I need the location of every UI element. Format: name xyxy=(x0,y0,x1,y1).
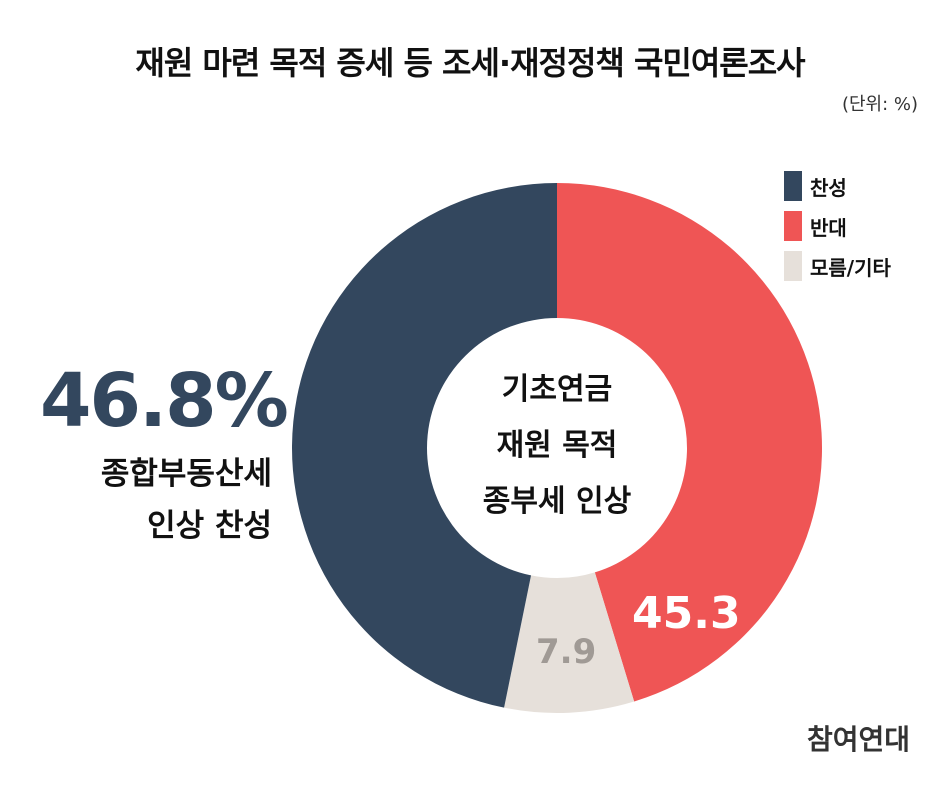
legend-label: 모름/기타 xyxy=(810,255,891,280)
legend-swatch xyxy=(784,251,802,281)
center-text: 기초연금 재원 목적 종부세 인상 xyxy=(437,362,677,530)
legend-item: 모름/기타 xyxy=(784,246,891,286)
data-label-oppose: 45.3 xyxy=(632,588,741,639)
legend: 찬성 반대 모름/기타 xyxy=(784,166,891,286)
legend-swatch xyxy=(784,211,802,241)
legend-label: 찬성 xyxy=(810,175,847,200)
logo: 참여연대 xyxy=(806,723,910,756)
donut-slice xyxy=(557,183,822,702)
chart-title: 재원 마련 목적 증세 등 조세·재정정책 국민여론조사 xyxy=(135,44,805,82)
legend-label: 반대 xyxy=(810,215,847,240)
center-line: 재원 목적 xyxy=(496,428,618,463)
highlight-desc-line: 종합부동산세 xyxy=(100,456,272,492)
donut-slice xyxy=(504,572,635,714)
legend-item: 찬성 xyxy=(784,166,891,206)
highlight-desc: 종합부동산세 인상 찬성 xyxy=(101,448,272,552)
donut-slice xyxy=(292,183,557,708)
center-line: 종부세 인상 xyxy=(482,484,632,519)
center-line: 기초연금 xyxy=(501,372,613,407)
highlight-desc-line: 인상 찬성 xyxy=(147,508,272,544)
data-label-unknown: 7.9 xyxy=(536,632,597,672)
highlight-value: 46.8% xyxy=(40,358,289,444)
legend-item: 반대 xyxy=(784,206,891,246)
unit-label: (단위: %) xyxy=(841,94,918,115)
legend-swatch xyxy=(784,171,802,201)
